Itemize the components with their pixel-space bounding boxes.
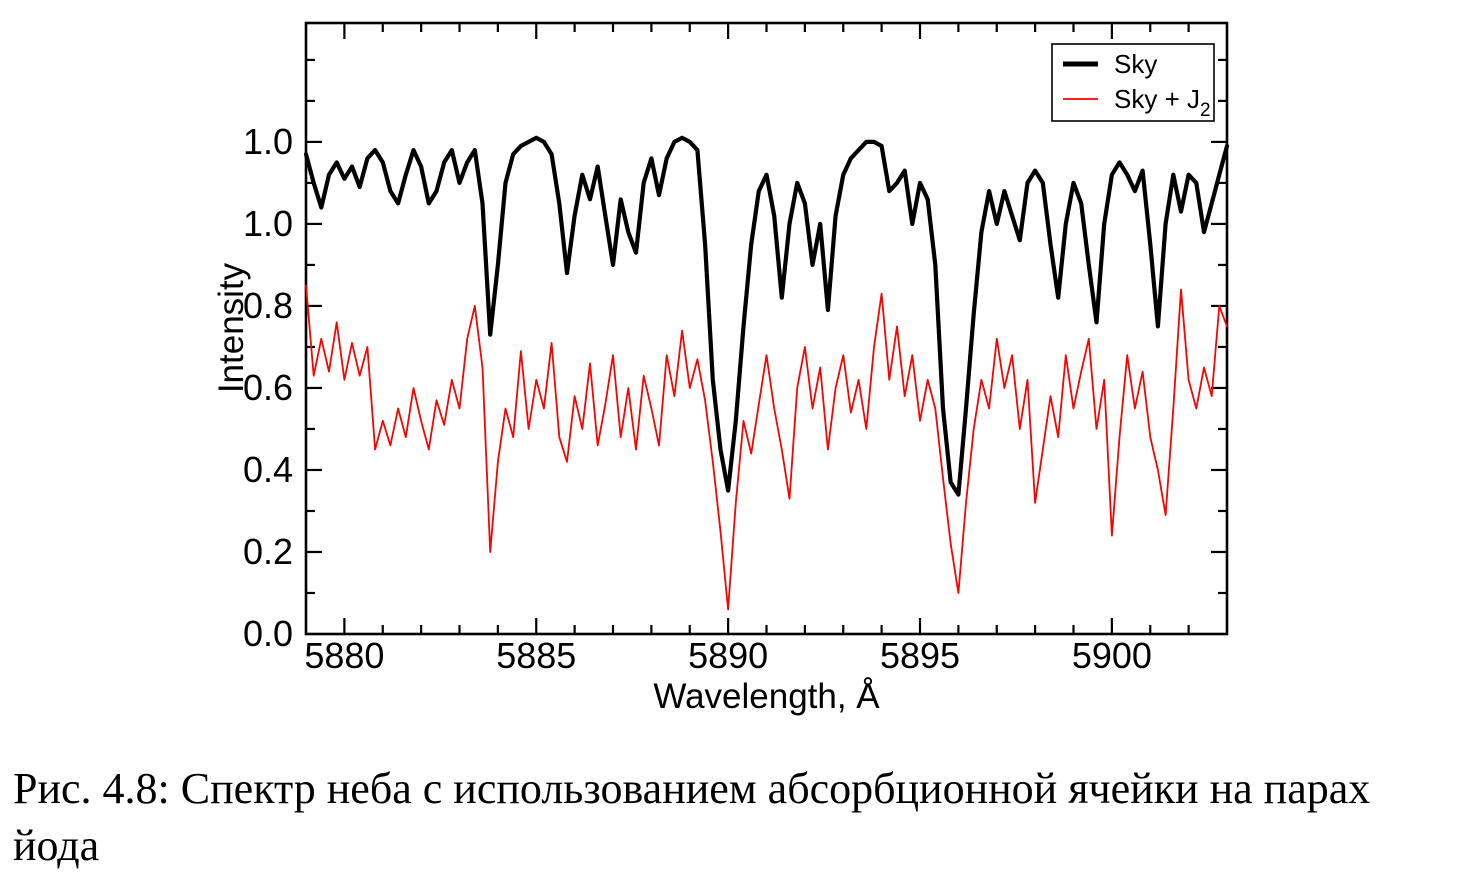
y-tick-label: 1.0 — [243, 203, 293, 244]
x-tick-label: 5880 — [304, 635, 384, 676]
x-tick-label: 5895 — [880, 635, 960, 676]
y-tick-label: 0.6 — [243, 367, 293, 408]
x-axis-title: Wavelength, Å — [653, 677, 880, 716]
sky-plus-iodine-series-line — [305, 284, 1228, 611]
legend-label: Sky — [1114, 49, 1157, 79]
x-tick-label: 5890 — [688, 635, 768, 676]
sky-series-line — [303, 135, 1230, 497]
x-tick-label: 5900 — [1072, 635, 1152, 676]
caption-line-1: Рис. 4.8: Спектр неба с использованием а… — [13, 764, 1371, 870]
y-tick-label: 0.2 — [243, 531, 293, 572]
figure-caption: Рис. 4.8: Спектр неба с использованием а… — [13, 760, 1453, 875]
x-tick-label: 5885 — [496, 635, 576, 676]
y-tick-label: 1.0 — [243, 121, 293, 162]
spectrum-chart: 5880 5885 5890 5895 5900 0.0 0.2 0.4 0.6 0.8 1.0 1.… — [212, 21, 1230, 716]
y-tick-label: 0.0 — [243, 613, 293, 654]
legend-box — [1051, 43, 1215, 122]
y-tick-label: 0.8 — [243, 285, 293, 326]
y-axis-title: Intensity — [212, 262, 251, 393]
y-tick-label: 0.4 — [243, 449, 293, 490]
